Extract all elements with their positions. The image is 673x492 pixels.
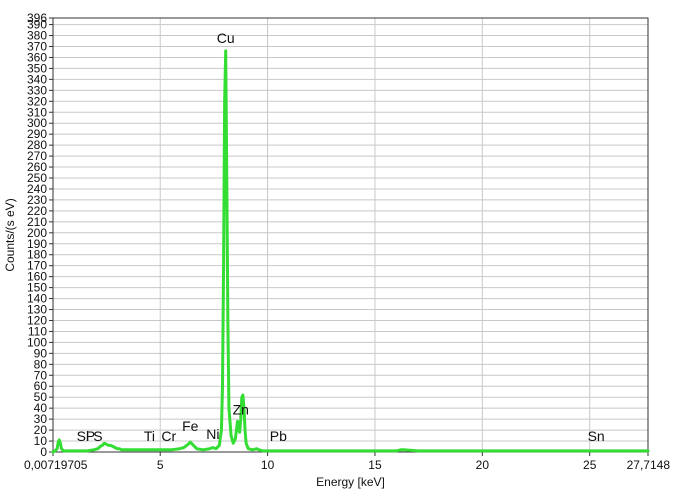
- x-tick-label: 5: [157, 458, 164, 472]
- y-axis-title: Counts/(s eV): [3, 198, 17, 271]
- x-tick-label: 27,7148: [627, 458, 671, 472]
- y-tick-label: 100: [27, 335, 47, 349]
- y-tick-label: 240: [27, 182, 47, 196]
- y-tick-label: 390: [27, 18, 47, 32]
- peak-label-si: Si: [77, 428, 89, 444]
- y-tick-label: 330: [27, 83, 47, 97]
- y-tick-label: 170: [27, 259, 47, 273]
- x-tick-label: 20: [476, 458, 490, 472]
- x-tick-label: 10: [261, 458, 275, 472]
- y-tick-label: 190: [27, 237, 47, 251]
- spectrum-line: [51, 49, 650, 454]
- x-tick-label: 0,00719705: [24, 458, 88, 472]
- y-tick-label: 200: [27, 226, 47, 240]
- y-tick-label: 130: [27, 303, 47, 317]
- peak-label-s: S: [93, 428, 102, 444]
- y-tick-label: 90: [34, 346, 48, 360]
- peak-label-ti: Ti: [144, 428, 155, 444]
- peak-label-cu: Cu: [217, 30, 235, 46]
- y-tick-label: 230: [27, 193, 47, 207]
- y-tick-label: 120: [27, 313, 47, 327]
- y-tick-label: 290: [27, 127, 47, 141]
- y-tick-label: 250: [27, 171, 47, 185]
- peak-label-fe: Fe: [182, 418, 199, 434]
- y-tick-label: 210: [27, 215, 47, 229]
- y-tick-label: 180: [27, 248, 47, 262]
- peak-label-ni: Ni: [206, 426, 219, 442]
- y-tick-label: 110: [28, 324, 47, 338]
- y-tick-label: 340: [27, 72, 47, 86]
- y-tick-label: 140: [27, 292, 47, 306]
- y-tick-label: 10: [34, 434, 48, 448]
- y-tick-label: 350: [27, 61, 47, 75]
- y-tick-label: 30: [34, 412, 48, 426]
- y-tick-label: 150: [27, 281, 47, 295]
- y-tick-label: 270: [27, 149, 47, 163]
- x-axis-title: Energy [keV]: [316, 475, 385, 489]
- y-tick-label: 50: [34, 390, 48, 404]
- y-tick-label: 310: [27, 105, 47, 119]
- y-tick-label: 370: [27, 39, 47, 53]
- y-tick-label: 60: [34, 379, 48, 393]
- y-tick-label: 20: [34, 423, 48, 437]
- y-tick-label: 260: [27, 160, 47, 174]
- peak-label-pb: Pb: [270, 428, 287, 444]
- x-tick-labels: 0,00719705 5 10 15 20 25 27,7148: [24, 458, 670, 472]
- y-tick-label: 280: [27, 138, 47, 152]
- peak-label-zn: Zn: [233, 402, 249, 418]
- y-tick-label: 380: [27, 29, 47, 43]
- y-tick-label: 160: [27, 270, 47, 284]
- x-tick-label: 25: [583, 458, 597, 472]
- x-tick-label: 15: [368, 458, 382, 472]
- peak-label-cr: Cr: [161, 428, 176, 444]
- peak-label-p: P: [86, 428, 95, 444]
- y-tick-label: 80: [34, 357, 48, 371]
- y-tick-label: 220: [27, 204, 47, 218]
- axis-ticks: [49, 17, 649, 456]
- grid-lines: [53, 18, 648, 452]
- y-tick-label: 40: [34, 401, 48, 415]
- y-tick-label: 70: [34, 368, 48, 382]
- y-tick-label: 396: [27, 11, 47, 25]
- y-tick-labels: 0102030405060708090100110120130140150160…: [27, 11, 47, 459]
- y-tick-label: 320: [27, 94, 47, 108]
- y-tick-label: 300: [27, 116, 47, 130]
- y-tick-label: 360: [27, 50, 47, 64]
- peak-label-sn: Sn: [588, 428, 605, 444]
- y-tick-label: 0: [40, 445, 47, 459]
